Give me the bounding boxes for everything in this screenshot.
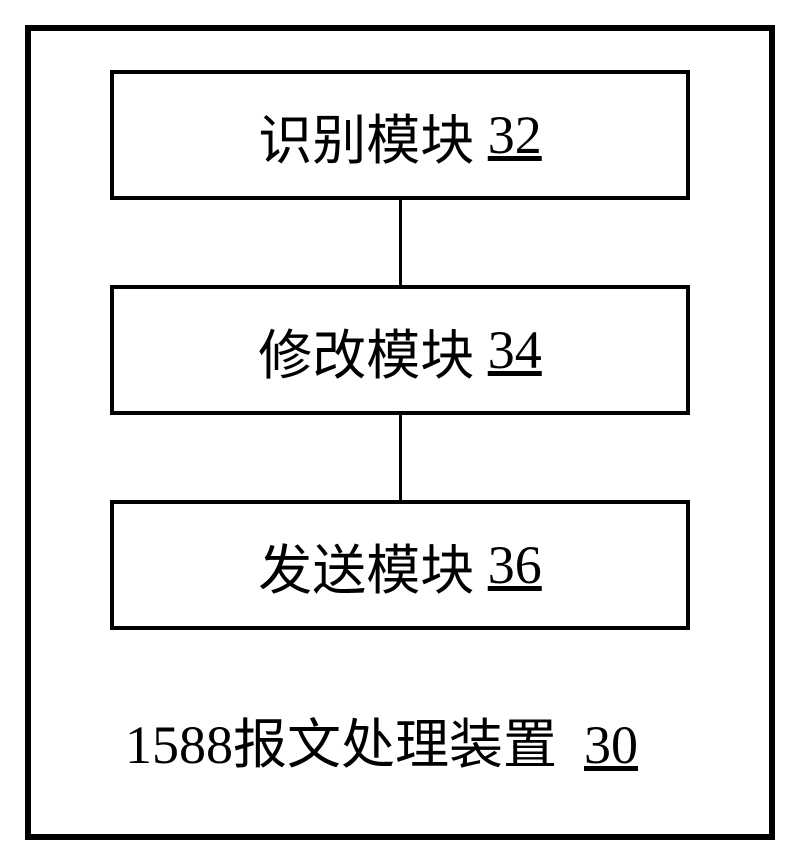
module-send-label: 发送模块	[258, 526, 474, 605]
module-modify: 修改模块 34	[110, 285, 690, 415]
device-caption-prefix: 1588报文处理装置	[125, 715, 557, 775]
connector-recognition-modify	[399, 200, 402, 285]
module-send: 发送模块 36	[110, 500, 690, 630]
device-caption: 1588报文处理装置 30	[125, 700, 638, 779]
module-recognition: 识别模块 32	[110, 70, 690, 200]
connector-modify-send	[399, 415, 402, 500]
module-modify-label: 修改模块	[258, 311, 474, 390]
device-caption-number: 30	[584, 715, 638, 775]
module-recognition-label: 识别模块	[258, 96, 474, 175]
module-recognition-number: 32	[488, 104, 542, 166]
module-send-number: 36	[488, 534, 542, 596]
module-modify-number: 34	[488, 319, 542, 381]
